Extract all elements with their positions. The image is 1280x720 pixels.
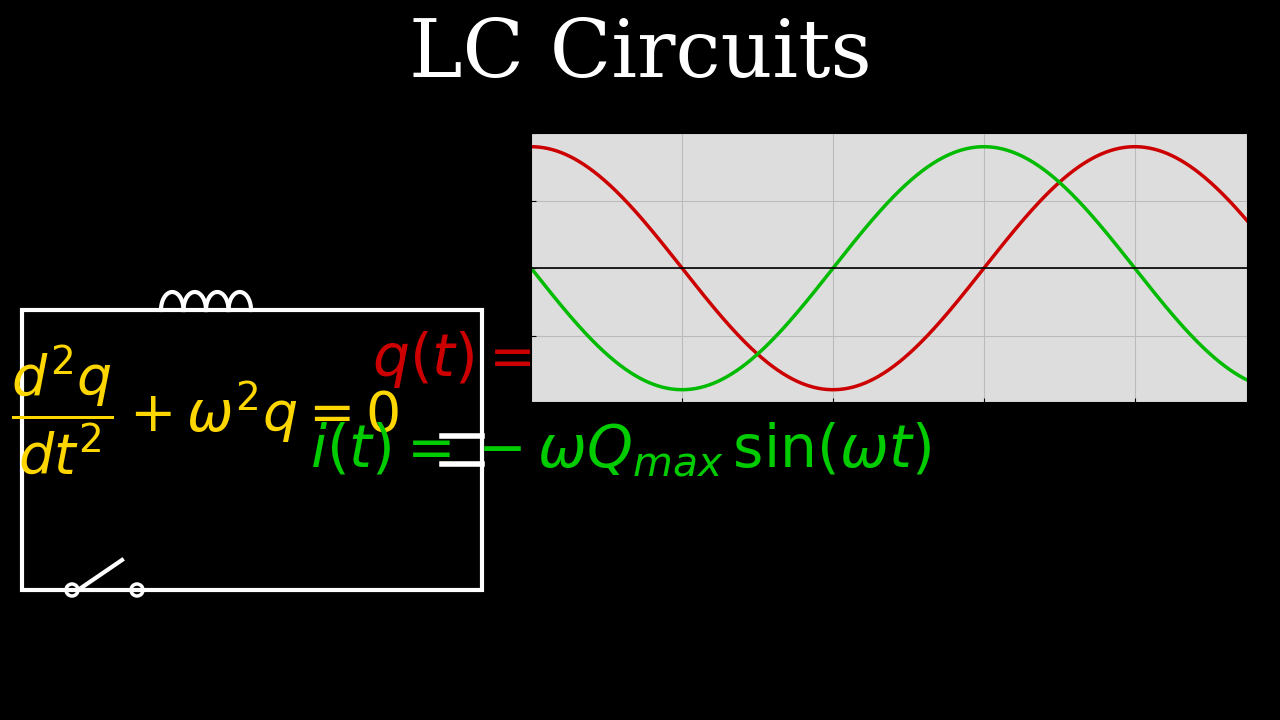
Text: $\dfrac{d^2q}{dt^2} + \omega^2 q = 0$: $\dfrac{d^2q}{dt^2} + \omega^2 q = 0$ <box>12 343 399 477</box>
Text: $i(t) = -\omega Q_{max}\,\sin(\omega t)$: $i(t) = -\omega Q_{max}\,\sin(\omega t)$ <box>310 420 931 480</box>
Text: $q(t) = Q_{max}\,\cos(\omega t)$: $q(t) = Q_{max}\,\cos(\omega t)$ <box>372 330 908 390</box>
Bar <box>22 310 483 590</box>
Text: LC Circuits: LC Circuits <box>408 16 872 94</box>
